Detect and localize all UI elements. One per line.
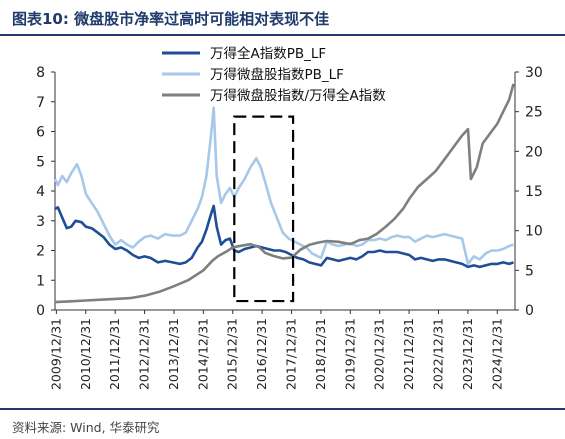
left-tick-label: 8 — [36, 65, 45, 81]
right-tick-label: 5 — [525, 263, 534, 279]
x-tick-label: 2012/12/31 — [137, 318, 152, 390]
right-tick-label: 10 — [525, 224, 543, 240]
right-tick-label: 0 — [525, 303, 534, 319]
series-line-3 — [54, 83, 515, 304]
x-tick-label: 2022/12/31 — [430, 318, 445, 390]
left-tick-label: 2 — [36, 244, 45, 260]
x-tick-label: 2024/12/31 — [489, 318, 504, 390]
series-line-2 — [53, 106, 514, 266]
left-tick-label: 3 — [36, 214, 45, 230]
left-tick-label: 7 — [36, 95, 45, 111]
chart-area: 0 1 2 3 4 5 6 7 8 0 5 10 15 20 25 30 2009/12/31 2010/12/3… — [0, 36, 565, 408]
right-tick-label: 20 — [525, 144, 543, 160]
source-bar: 资料来源: Wind, 华泰研究 — [0, 408, 565, 439]
right-tick-label: 25 — [525, 105, 543, 121]
left-tick-label: 0 — [36, 303, 45, 319]
x-tick-label: 2014/12/31 — [195, 318, 210, 390]
left-tick-label: 1 — [36, 273, 45, 289]
x-tick-label: 2023/12/31 — [460, 318, 475, 390]
left-tick-label: 6 — [36, 125, 45, 141]
series-line-1 — [54, 204, 514, 269]
left-tick-label: 5 — [36, 154, 45, 170]
right-tick-label: 15 — [525, 184, 543, 200]
x-tick-label: 2020/12/31 — [372, 318, 387, 390]
x-tick-label: 2010/12/31 — [78, 318, 93, 390]
legend-label-1: 万得全A指数PB_LF — [210, 45, 326, 62]
x-tick-label: 2013/12/31 — [166, 318, 181, 390]
highlight-dashed-box — [233, 115, 295, 303]
chart-title: 图表10: 微盘股市净率过高时可能相对表现不佳 — [12, 10, 330, 28]
source-note: 资料来源: Wind, 华泰研究 — [12, 420, 160, 435]
legend-label-2: 万得微盘股指数PB_LF — [210, 66, 344, 83]
x-tick-label: 2016/12/31 — [254, 318, 269, 390]
x-tick-label: 2018/12/31 — [313, 318, 328, 390]
x-tick-label: 2021/12/31 — [401, 318, 416, 390]
left-tick-label: 4 — [36, 184, 45, 200]
x-tick-label: 2017/12/31 — [284, 318, 299, 390]
x-tick-label: 2011/12/31 — [107, 318, 122, 390]
x-tick-label: 2015/12/31 — [225, 318, 240, 390]
right-tick-label: 30 — [525, 65, 543, 81]
chart-svg: 0 1 2 3 4 5 6 7 8 0 5 10 15 20 25 30 2009/12/31 2010/12/3… — [36, 45, 543, 390]
x-tick-label: 2019/12/31 — [342, 318, 357, 390]
legend-label-3: 万得微盘股指数/万得全A指数 — [210, 87, 386, 104]
x-tick-label: 2009/12/31 — [48, 318, 63, 390]
title-bar: 图表10: 微盘股市净率过高时可能相对表现不佳 — [0, 0, 565, 36]
